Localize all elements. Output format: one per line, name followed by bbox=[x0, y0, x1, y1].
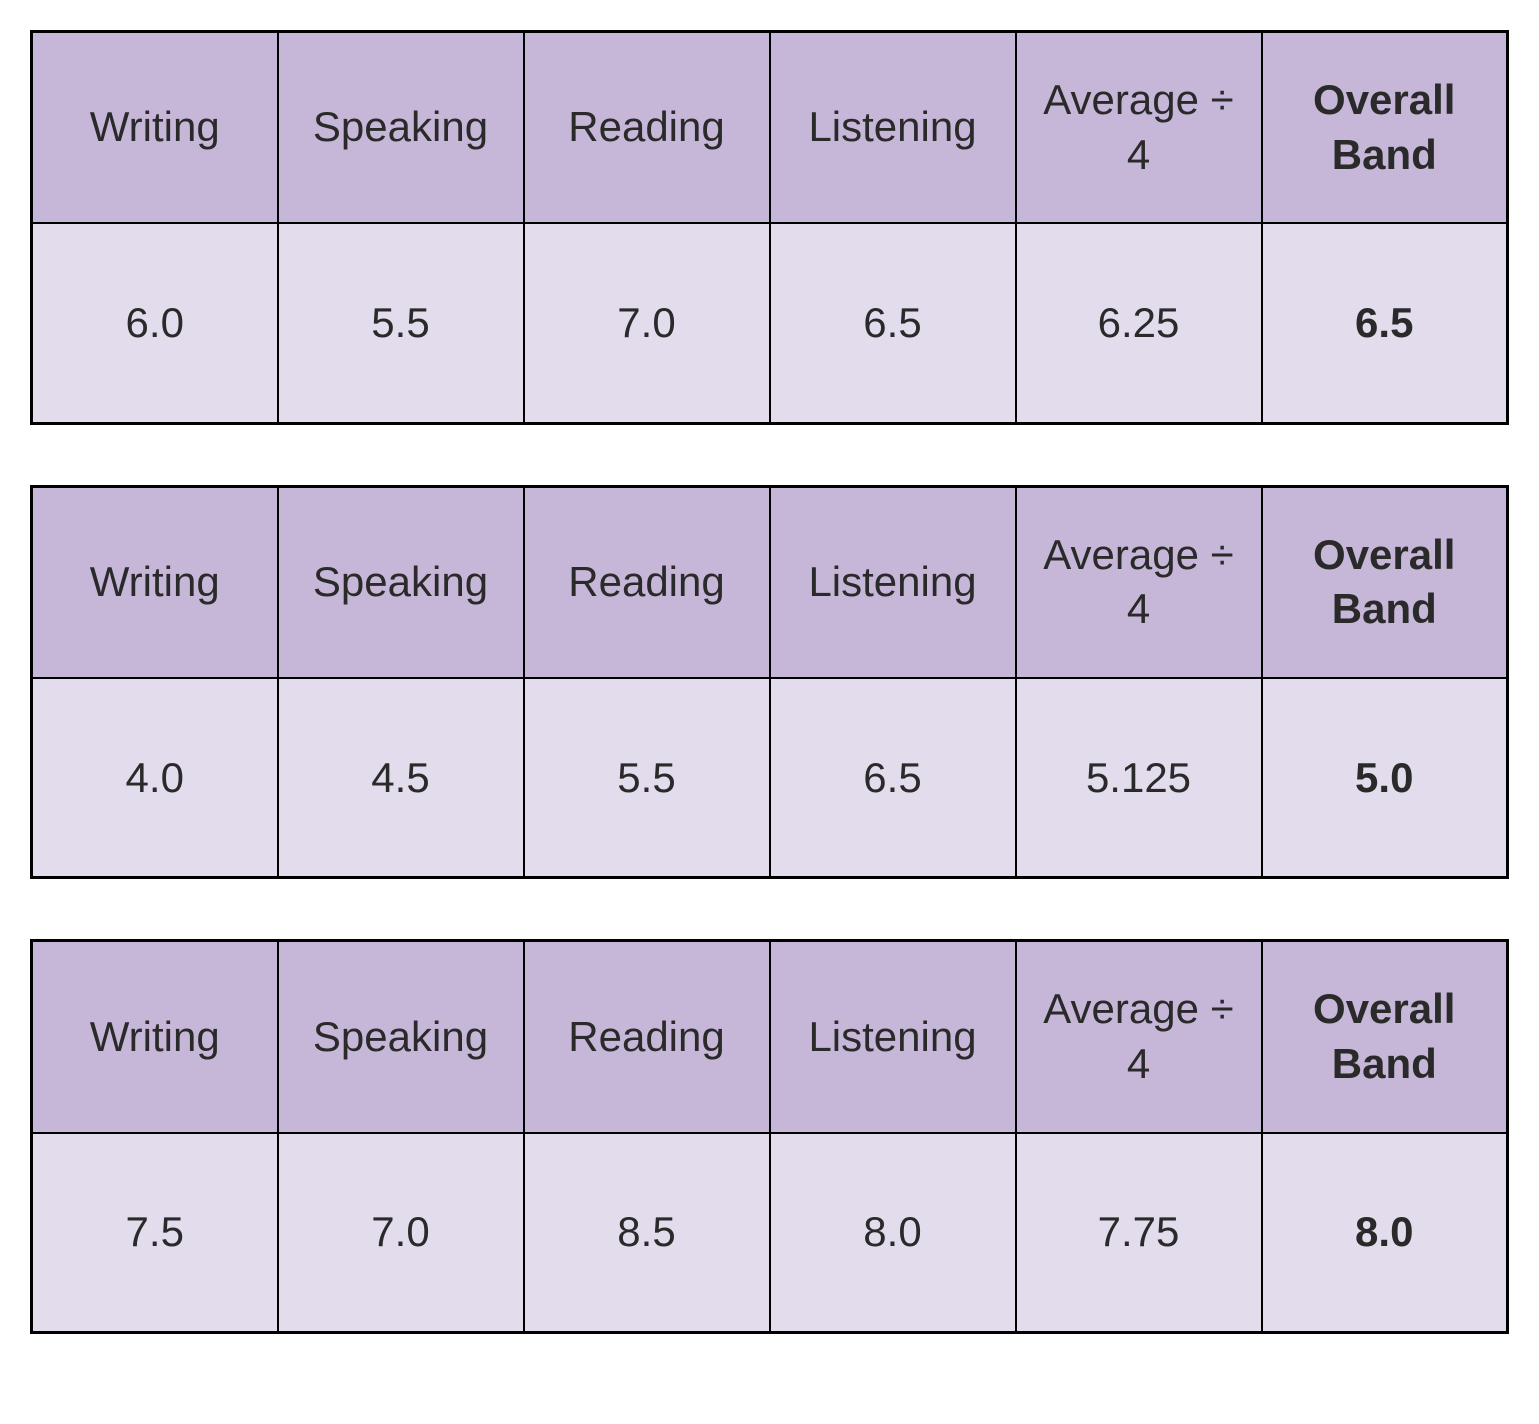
header-average: Average ÷ 4 bbox=[1016, 32, 1262, 224]
cell-speaking: 5.5 bbox=[278, 223, 524, 423]
cell-reading: 7.0 bbox=[524, 223, 770, 423]
header-listening: Listening bbox=[770, 941, 1016, 1133]
cell-average: 5.125 bbox=[1016, 678, 1262, 878]
cell-listening: 8.0 bbox=[770, 1133, 1016, 1333]
table-header-row: Writing Speaking Reading Listening Avera… bbox=[32, 486, 1508, 678]
cell-reading: 5.5 bbox=[524, 678, 770, 878]
header-speaking: Speaking bbox=[278, 32, 524, 224]
header-speaking: Speaking bbox=[278, 941, 524, 1133]
cell-overall-band: 6.5 bbox=[1262, 223, 1508, 423]
cell-writing: 6.0 bbox=[32, 223, 278, 423]
header-writing: Writing bbox=[32, 32, 278, 224]
header-reading: Reading bbox=[524, 32, 770, 224]
table-row: 6.0 5.5 7.0 6.5 6.25 6.5 bbox=[32, 223, 1508, 423]
header-overall-band: Overall Band bbox=[1262, 32, 1508, 224]
cell-speaking: 7.0 bbox=[278, 1133, 524, 1333]
header-overall-band: Overall Band bbox=[1262, 941, 1508, 1133]
header-listening: Listening bbox=[770, 32, 1016, 224]
cell-reading: 8.5 bbox=[524, 1133, 770, 1333]
cell-average: 6.25 bbox=[1016, 223, 1262, 423]
header-average: Average ÷ 4 bbox=[1016, 486, 1262, 678]
table-row: 4.0 4.5 5.5 6.5 5.125 5.0 bbox=[32, 678, 1508, 878]
cell-speaking: 4.5 bbox=[278, 678, 524, 878]
header-reading: Reading bbox=[524, 941, 770, 1133]
header-overall-band: Overall Band bbox=[1262, 486, 1508, 678]
cell-average: 7.75 bbox=[1016, 1133, 1262, 1333]
header-writing: Writing bbox=[32, 486, 278, 678]
score-table-3: Writing Speaking Reading Listening Avera… bbox=[30, 939, 1509, 1334]
header-reading: Reading bbox=[524, 486, 770, 678]
cell-listening: 6.5 bbox=[770, 223, 1016, 423]
cell-writing: 4.0 bbox=[32, 678, 278, 878]
header-listening: Listening bbox=[770, 486, 1016, 678]
score-table-2: Writing Speaking Reading Listening Avera… bbox=[30, 485, 1509, 880]
cell-listening: 6.5 bbox=[770, 678, 1016, 878]
cell-writing: 7.5 bbox=[32, 1133, 278, 1333]
table-row: 7.5 7.0 8.5 8.0 7.75 8.0 bbox=[32, 1133, 1508, 1333]
cell-overall-band: 5.0 bbox=[1262, 678, 1508, 878]
score-table-1: Writing Speaking Reading Listening Avera… bbox=[30, 30, 1509, 425]
table-header-row: Writing Speaking Reading Listening Avera… bbox=[32, 941, 1508, 1133]
table-header-row: Writing Speaking Reading Listening Avera… bbox=[32, 32, 1508, 224]
cell-overall-band: 8.0 bbox=[1262, 1133, 1508, 1333]
header-writing: Writing bbox=[32, 941, 278, 1133]
header-average: Average ÷ 4 bbox=[1016, 941, 1262, 1133]
header-speaking: Speaking bbox=[278, 486, 524, 678]
